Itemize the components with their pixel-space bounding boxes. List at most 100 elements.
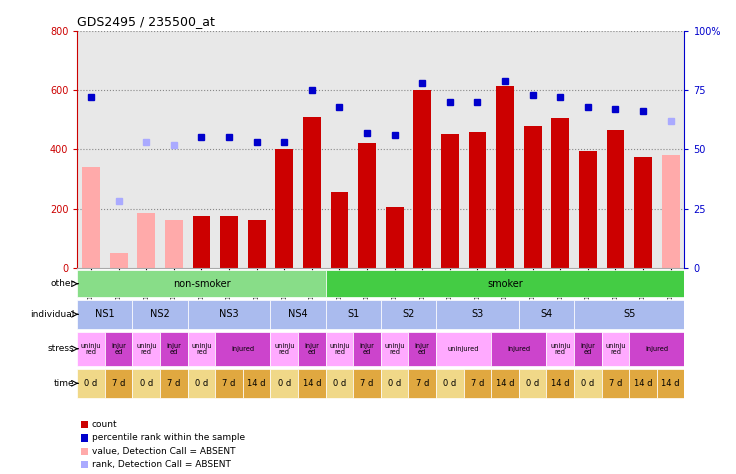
Text: S2: S2 [403, 309, 414, 319]
Bar [551, 118, 569, 268]
Bar [298, 331, 325, 366]
Bar [77, 300, 132, 329]
Text: 7 d: 7 d [361, 379, 374, 388]
Text: injur
ed: injur ed [415, 343, 430, 355]
Bar [662, 155, 679, 268]
Bar [519, 300, 574, 329]
Text: 0 d: 0 d [581, 379, 595, 388]
Bar [275, 149, 293, 268]
Text: 14 d: 14 d [551, 379, 570, 388]
Text: injured: injured [645, 346, 668, 352]
Bar [408, 331, 436, 366]
Bar [193, 216, 210, 268]
Bar [215, 369, 243, 398]
Bar [492, 369, 519, 398]
Bar [629, 369, 657, 398]
Text: uninju
red: uninju red [329, 343, 350, 355]
Text: uninju
red: uninju red [605, 343, 626, 355]
Text: injur
ed: injur ed [111, 343, 126, 355]
Text: S1: S1 [347, 309, 359, 319]
Bar [579, 151, 597, 268]
Bar [105, 331, 132, 366]
Text: 0 d: 0 d [85, 379, 98, 388]
Text: NS3: NS3 [219, 309, 239, 319]
Bar [546, 331, 574, 366]
Bar [464, 369, 492, 398]
Bar [601, 369, 629, 398]
Bar [188, 369, 215, 398]
Text: uninju
red: uninju red [81, 343, 102, 355]
Bar [188, 300, 271, 329]
Text: 0 d: 0 d [195, 379, 208, 388]
Bar [270, 369, 298, 398]
Bar [574, 369, 601, 398]
Bar [496, 86, 514, 268]
Bar [492, 331, 546, 366]
Bar [353, 369, 381, 398]
Bar [436, 300, 519, 329]
Bar [634, 157, 652, 268]
Text: percentile rank within the sample: percentile rank within the sample [92, 434, 245, 442]
Bar [215, 331, 270, 366]
Bar [165, 220, 183, 268]
Text: 7 d: 7 d [112, 379, 125, 388]
Bar [303, 117, 321, 268]
Bar [325, 300, 381, 329]
Bar [132, 331, 160, 366]
Bar [77, 369, 105, 398]
Bar [657, 369, 684, 398]
Bar [381, 369, 408, 398]
Bar [77, 271, 325, 297]
Bar [270, 300, 325, 329]
Text: 0 d: 0 d [140, 379, 153, 388]
Text: rank, Detection Call = ABSENT: rank, Detection Call = ABSENT [92, 460, 231, 469]
Bar [248, 220, 266, 268]
Bar [436, 369, 464, 398]
Text: GDS2495 / 235500_at: GDS2495 / 235500_at [77, 16, 215, 28]
Bar [519, 369, 546, 398]
Text: uninju
red: uninju red [136, 343, 157, 355]
Text: 14 d: 14 d [247, 379, 266, 388]
Text: uninju
red: uninju red [384, 343, 405, 355]
Bar [77, 331, 105, 366]
Text: count: count [92, 420, 118, 429]
Bar [270, 331, 298, 366]
Text: 7 d: 7 d [416, 379, 429, 388]
Text: uninjured: uninjured [448, 346, 479, 352]
Text: injur
ed: injur ed [581, 343, 595, 355]
Text: 7 d: 7 d [222, 379, 236, 388]
Text: 0 d: 0 d [526, 379, 539, 388]
Text: uninju
red: uninju red [191, 343, 212, 355]
Bar [132, 369, 160, 398]
Text: NS2: NS2 [150, 309, 170, 319]
Text: time: time [54, 379, 74, 388]
Text: 0 d: 0 d [277, 379, 291, 388]
Text: injur
ed: injur ed [166, 343, 181, 355]
Bar [220, 216, 238, 268]
Bar [524, 126, 542, 268]
Bar [386, 207, 403, 268]
Bar [82, 167, 100, 268]
Text: 14 d: 14 d [662, 379, 680, 388]
Bar [441, 135, 459, 268]
Bar [160, 369, 188, 398]
Bar [469, 132, 486, 268]
Bar [381, 331, 408, 366]
Bar [358, 144, 376, 268]
Bar [110, 253, 127, 268]
Text: NS1: NS1 [95, 309, 115, 319]
Text: non-smoker: non-smoker [173, 279, 230, 289]
Bar [381, 300, 436, 329]
Bar [546, 369, 574, 398]
Bar [330, 192, 348, 268]
Bar [298, 369, 325, 398]
Text: 0 d: 0 d [333, 379, 346, 388]
Text: 7 d: 7 d [167, 379, 180, 388]
Bar [160, 331, 188, 366]
Text: 7 d: 7 d [471, 379, 484, 388]
Bar [629, 331, 684, 366]
Text: injur
ed: injur ed [305, 343, 319, 355]
Bar [325, 271, 684, 297]
Bar [574, 331, 601, 366]
Text: 14 d: 14 d [634, 379, 652, 388]
